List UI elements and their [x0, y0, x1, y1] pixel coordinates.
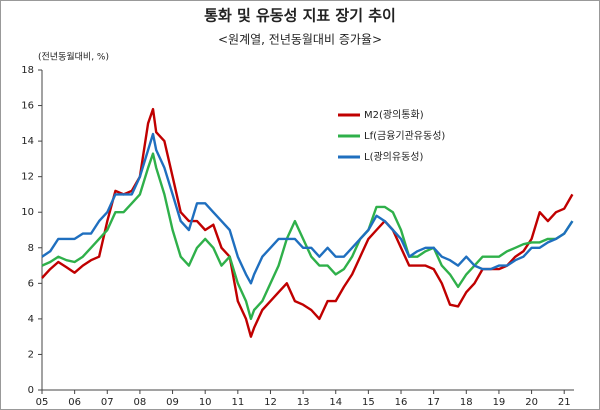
- line-series: [41, 152, 574, 321]
- x-tick-label: 09: [166, 397, 179, 408]
- y-tick-label: 4: [28, 314, 34, 325]
- y-axis-label: (전년동월대비, %): [38, 51, 109, 63]
- x-tick-label: 06: [68, 397, 81, 408]
- x-tick-label: 19: [493, 397, 506, 408]
- x-tick-label: 13: [297, 397, 310, 408]
- x-tick-label: 10: [199, 397, 212, 408]
- x-tick-label: 14: [329, 397, 342, 408]
- y-tick-label: 2: [28, 349, 34, 360]
- x-tick-label: 18: [460, 397, 473, 408]
- line-series: [41, 107, 574, 338]
- x-tick-label: 20: [525, 397, 538, 408]
- y-tick-label: 18: [21, 65, 34, 76]
- x-tick-label: 11: [231, 397, 244, 408]
- x-tick-label: 12: [264, 397, 277, 408]
- chart-subtitle: <원계열, 전년동월대비 증가율>: [218, 33, 382, 47]
- y-tick-label: 14: [21, 136, 34, 147]
- x-tick-label: 05: [36, 397, 49, 408]
- y-tick-label: 10: [21, 207, 34, 218]
- line-series: [41, 132, 574, 285]
- x-tick-label: 15: [362, 397, 375, 408]
- legend-label: M2(광의통화): [364, 109, 424, 121]
- legend-label: L(광의유동성): [364, 151, 423, 163]
- x-tick-label: 16: [395, 397, 408, 408]
- y-tick-label: 8: [28, 243, 34, 254]
- y-tick-label: 0: [28, 385, 34, 396]
- y-tick-label: 6: [28, 278, 34, 289]
- y-tick-label: 12: [21, 172, 34, 183]
- legend-label: Lf(금융기관유동성): [364, 130, 445, 142]
- x-tick-label: 17: [427, 397, 440, 408]
- x-tick-label: 07: [101, 397, 114, 408]
- y-tick-label: 16: [21, 101, 34, 112]
- x-tick-label: 21: [558, 397, 571, 408]
- chart-title: 통화 및 유동성 지표 장기 추이: [204, 7, 396, 25]
- x-tick-label: 08: [134, 397, 147, 408]
